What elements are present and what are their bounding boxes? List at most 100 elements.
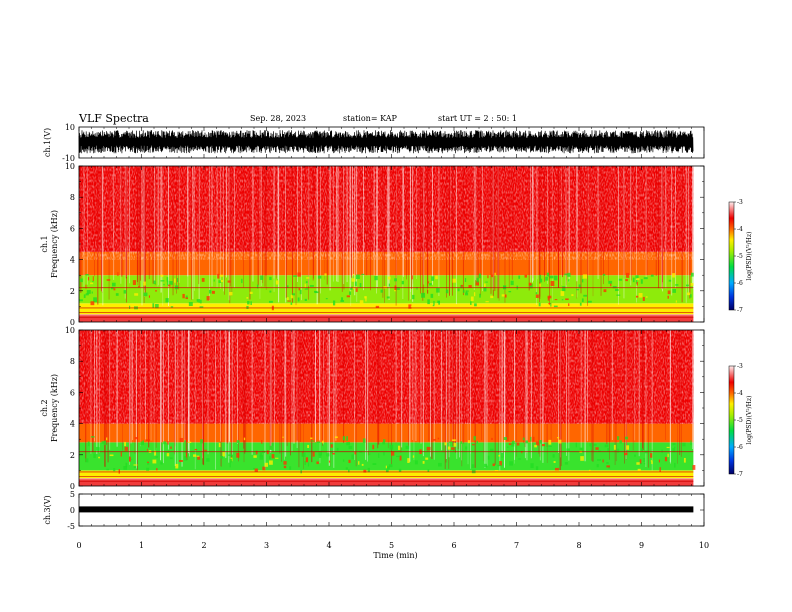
spectrogram-patch — [246, 297, 249, 299]
spectrogram-patch — [596, 464, 599, 468]
spectrogram-patch — [554, 299, 558, 301]
spectrogram-patch — [166, 277, 169, 282]
spectrogram-patch — [301, 452, 306, 457]
spectrogram-patch — [432, 305, 435, 307]
spectrogram-patch — [444, 442, 447, 446]
spectrogram-patch — [85, 284, 87, 289]
xaxis-tick-label: 8 — [576, 541, 581, 550]
spectrogram-patch — [218, 442, 221, 448]
spectrogram-patch — [650, 274, 654, 277]
spectrogram-patch — [117, 272, 119, 277]
spectrogram-patch — [474, 303, 477, 307]
spectrogram-patch — [606, 462, 609, 464]
spectrogram-patch — [383, 439, 386, 443]
spectrogram-patch — [602, 273, 606, 276]
spectrogram-patch — [431, 276, 434, 281]
spectrogram-patch — [92, 276, 94, 282]
spectrogram-ytick-label: 0 — [70, 482, 75, 491]
spectrogram-patch — [259, 452, 263, 458]
xaxis-tick-label: 7 — [514, 541, 519, 550]
spectrogram-patch — [388, 464, 393, 468]
ch3-ytick-label: 5 — [70, 490, 75, 499]
spectrogram-patch — [155, 303, 159, 309]
spectrogram-patch — [625, 272, 630, 278]
spectrogram-patch — [473, 436, 476, 441]
colorbar-scale — [728, 365, 735, 475]
spectrogram-patch — [425, 457, 429, 460]
spectrogram-patch — [610, 283, 612, 287]
spectrogram-patch — [553, 305, 558, 308]
spectrogram-patch — [405, 445, 410, 449]
spectrogram-patch — [394, 278, 397, 282]
spectrogram-patch — [522, 437, 525, 441]
spectrogram-patch — [143, 281, 146, 286]
spectrogram-patch — [636, 281, 638, 286]
spectrogram-patch — [399, 455, 402, 461]
spectrogram-patch — [322, 440, 324, 444]
spectrogram-ytick-label: 10 — [65, 326, 75, 335]
spectrogram-patch — [153, 280, 156, 285]
colorbar-tick-label: -5 — [737, 417, 743, 424]
spectrogram-patch — [550, 302, 552, 307]
spectrogram-patch — [672, 443, 676, 446]
spectrogram-ytick-label: 6 — [70, 224, 75, 233]
spectrogram-patch — [91, 291, 93, 294]
spectrogram-patch — [361, 273, 365, 275]
spectrogram-patch — [118, 469, 120, 474]
spectrogram-patch — [565, 298, 569, 301]
spectrogram-channel-label: ch.1 — [40, 235, 49, 252]
spectrogram-patch — [123, 290, 127, 294]
spectrogram-patch — [635, 280, 638, 284]
spectrogram-patch — [658, 459, 660, 463]
spectrogram-band — [79, 423, 694, 443]
spectrogram-patch — [634, 454, 636, 457]
ch2-spectrogram-image — [78, 330, 704, 486]
spectrogram-patch — [87, 441, 90, 447]
spectrogram-patch — [160, 274, 164, 277]
spectrogram-ytick-label: 10 — [65, 162, 75, 171]
spectrogram-patch — [345, 467, 348, 470]
spectrogram-patch — [385, 469, 389, 473]
spectrogram-patch — [106, 437, 108, 441]
ch3-waveform-trace — [79, 506, 694, 513]
spectrogram-patch — [208, 289, 212, 294]
spectrogram-patch — [667, 453, 669, 458]
spectrogram-patch — [524, 274, 528, 278]
spectrogram-patch — [155, 290, 157, 292]
spectrogram-patch — [690, 440, 692, 446]
spectrogram-patch — [318, 450, 322, 456]
spectrogram-patch — [215, 303, 219, 306]
spectrogram-patch — [134, 293, 139, 296]
spectrogram-patch — [260, 275, 264, 280]
spectrogram-patch — [675, 300, 677, 303]
spectrogram-patch — [133, 464, 138, 466]
spectrogram-patch — [690, 282, 694, 286]
spectrogram-patch — [453, 443, 457, 447]
spectrogram-patch — [338, 304, 343, 307]
spectrogram-channel-label: ch.2 — [40, 399, 49, 416]
spectrogram-patch — [539, 278, 543, 283]
spectrogram-patch — [103, 440, 106, 446]
spectrogram-patch — [492, 463, 495, 467]
spectrogram-patch — [467, 440, 470, 444]
spectrogram-patch — [539, 283, 541, 287]
spectrogram-patch — [485, 281, 488, 283]
spectrogram-patch — [468, 285, 472, 288]
spectrogram-patch — [111, 282, 116, 287]
spectrogram-patch — [367, 467, 370, 473]
spectrogram-patch — [636, 462, 640, 465]
spectrogram-patch — [589, 443, 593, 447]
spectrogram-patch — [253, 455, 257, 458]
spectrogram-patch — [548, 445, 552, 447]
spectrogram-patch — [691, 272, 694, 277]
spectrogram-patch — [625, 279, 628, 282]
spectrogram-patch — [142, 440, 144, 445]
spectrogram-patch — [637, 468, 641, 471]
spectrogram-patch — [562, 286, 566, 292]
spectrogram-patch — [547, 297, 550, 301]
spectrogram-patch — [561, 299, 564, 301]
spectrogram-patch — [595, 447, 599, 450]
spectrogram-patch — [197, 456, 201, 460]
spectrogram-patch — [243, 437, 246, 441]
spectrogram-patch — [386, 466, 390, 470]
